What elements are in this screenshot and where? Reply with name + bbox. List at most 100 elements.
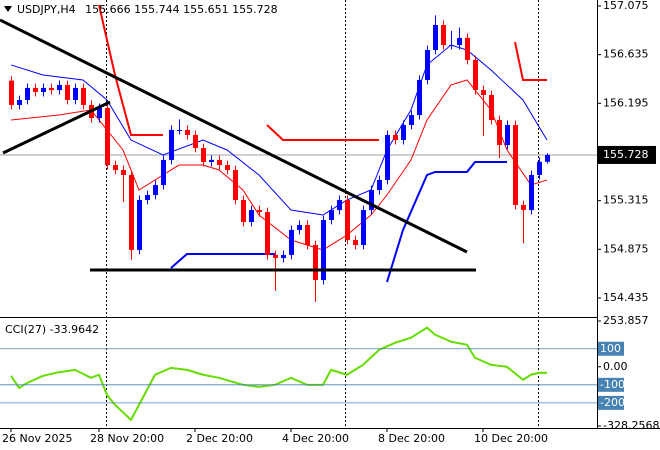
stop-line [98, 4, 547, 142]
ohlc-high: 155.744 [134, 3, 180, 16]
candle-body [281, 254, 286, 259]
candle-body [425, 49, 430, 80]
candle-body [177, 129, 182, 131]
candle-body [521, 204, 526, 211]
ohlc-open: 155.666 [85, 3, 131, 16]
candle-body [193, 134, 198, 148]
y-tick-label: 0.00 [603, 360, 628, 373]
ohlc-low: 155.651 [183, 3, 229, 16]
x-tick-label: 26 Nov 2025 [2, 432, 72, 445]
cci-current: -33.9642 [50, 323, 99, 336]
x-tick-label: 4 Dec 20:00 [282, 432, 349, 445]
ohlc-close: 155.728 [232, 3, 278, 16]
plot [0, 4, 597, 422]
candle-body [433, 24, 438, 50]
candle-body [81, 87, 86, 105]
level-label: 100 [600, 342, 621, 355]
level-box [598, 377, 624, 392]
y-tick-label: -328.2568 [603, 419, 659, 432]
candle-body [249, 210, 254, 222]
candle-body [369, 190, 374, 211]
candle-body [377, 179, 382, 191]
candle-body [329, 210, 334, 220]
cci-title: CCI(27) [5, 323, 46, 336]
x-tick-label: 28 Nov 20:00 [90, 432, 164, 445]
candle-body [9, 80, 14, 105]
candle-body [113, 165, 118, 171]
y-tick-label: 253.857 [603, 314, 649, 327]
candle-body [409, 115, 414, 125]
candle-body [481, 90, 486, 96]
candle-body [185, 129, 190, 135]
stop-line [170, 161, 507, 283]
current-price-box [598, 145, 656, 164]
candle-body [393, 134, 398, 141]
level-box [598, 341, 624, 356]
candle-body [473, 59, 478, 91]
y-tick-label: 155.315 [603, 194, 649, 207]
candle-body [529, 174, 534, 211]
candle-body [465, 37, 470, 60]
candle-body [457, 37, 462, 46]
menu-arrow[interactable] [4, 6, 12, 12]
candle-body [145, 194, 150, 200]
candle-body [97, 107, 102, 119]
level-label: -100 [600, 378, 625, 391]
candle-body [353, 240, 358, 245]
y-tick-label: 154.435 [603, 291, 649, 304]
trendline [0, 18, 468, 254]
y-tick-label: 156.195 [603, 96, 649, 109]
y-tick-label: 157.075 [603, 0, 649, 12]
candle-body [41, 87, 46, 93]
candle-body [513, 124, 518, 205]
candle-body [153, 185, 158, 195]
level-label: -200 [600, 396, 625, 409]
candle-body [169, 129, 174, 160]
candle-body [545, 154, 550, 162]
y-tick-label: 154.875 [603, 242, 649, 255]
candle-body [161, 159, 166, 186]
candle-body [265, 212, 270, 255]
candle-body [449, 45, 454, 47]
candle-body [441, 24, 446, 46]
candle-body [73, 87, 78, 100]
candle-body [17, 99, 22, 105]
candle-body [417, 79, 422, 116]
moving-average [10, 44, 548, 216]
x-tick-label: 8 Dec 20:00 [378, 432, 445, 445]
candle-body [241, 199, 246, 222]
candle-body [121, 170, 126, 175]
header: USDJPY,H4 155.666 155.744 155.651 155.72… [17, 3, 278, 16]
candle-body [297, 224, 302, 230]
candle-body [217, 159, 222, 166]
candle-body [505, 124, 510, 146]
candle-body [129, 174, 134, 250]
candle-body [273, 254, 278, 259]
candle-body [201, 147, 206, 163]
candle-body [401, 124, 406, 141]
level-box [598, 395, 624, 410]
candle-body [33, 87, 38, 93]
trendline [2, 100, 111, 155]
candle-body [361, 210, 366, 245]
symbol: USDJPY,H4 [17, 3, 76, 16]
candle-body [289, 229, 294, 255]
candle-body [233, 170, 238, 200]
candle-body [497, 120, 502, 146]
cci-header: CCI(27) -33.9642 [5, 323, 99, 336]
y-tick-label: 156.635 [603, 48, 649, 61]
candle-body [57, 84, 62, 91]
candle-body [49, 87, 54, 91]
candle-body [65, 84, 70, 100]
candle-body [337, 199, 342, 211]
candle-body [321, 219, 326, 281]
candle-body [25, 87, 30, 100]
candle-body [489, 95, 494, 121]
candle-body [313, 244, 318, 281]
candle-body [257, 210, 262, 213]
candle-body [209, 159, 214, 163]
cci-line [10, 326, 548, 422]
candle-body [105, 107, 110, 166]
candle-body [385, 134, 390, 180]
